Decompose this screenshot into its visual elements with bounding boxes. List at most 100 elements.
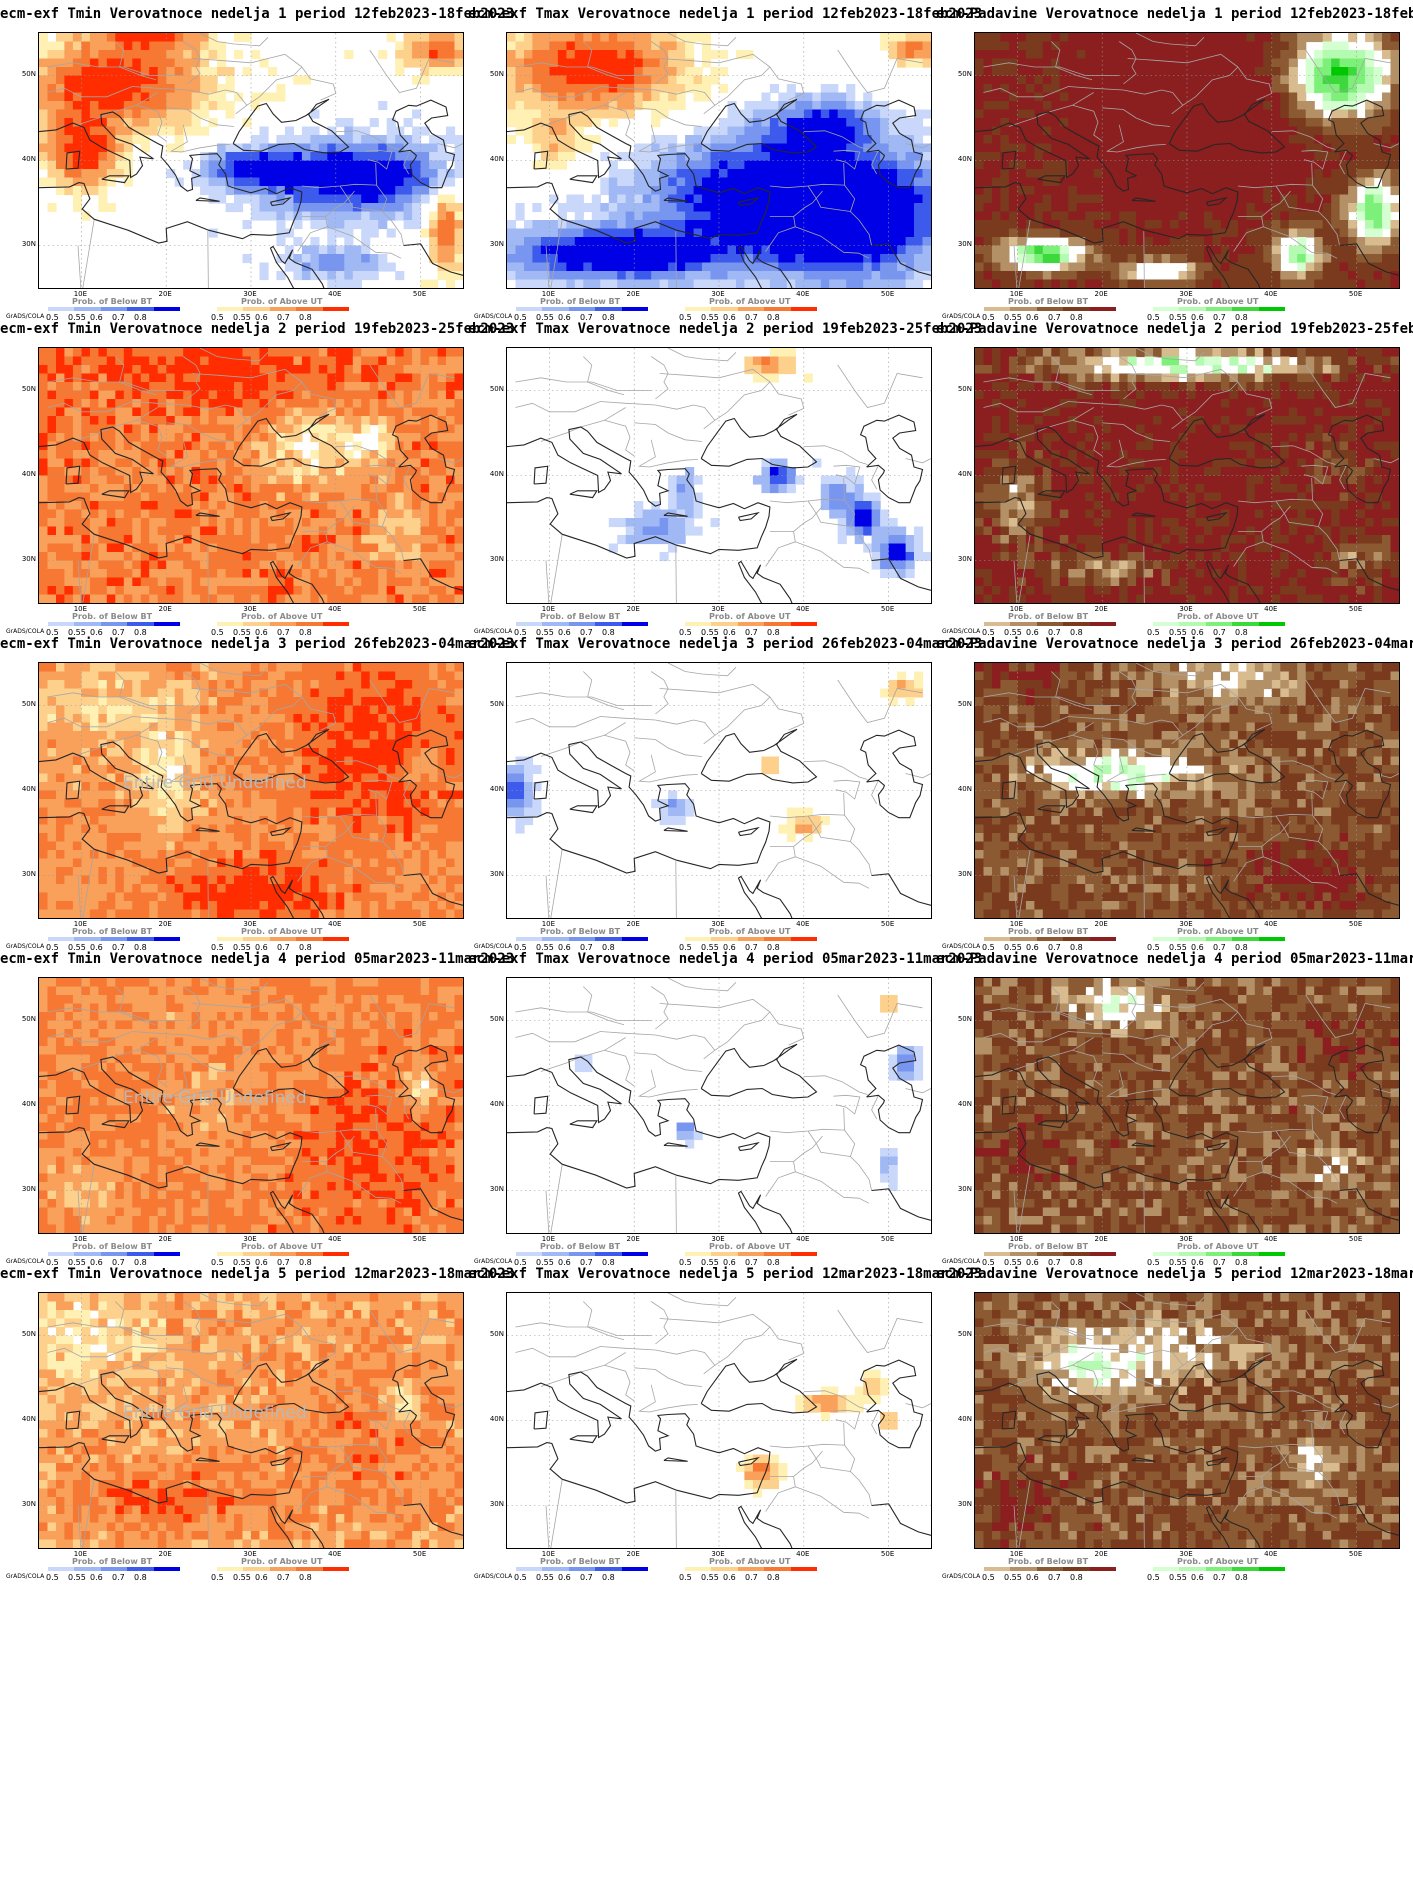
map-panel-prec-week-4: ecm-Padavine Verovatnoce nedelja 4 perio… [936, 951, 1413, 1267]
colorbar-label: 0.8 [767, 1573, 780, 1582]
colorbar-swatch [764, 307, 791, 311]
colorbar-title: Prob. of Above UT [241, 297, 323, 306]
colorbar-title: Prob. of Below BT [540, 1242, 621, 1251]
colorbar-swatch [1179, 1567, 1206, 1571]
lon-tick-label: 10E [541, 290, 556, 298]
lon-tick-label: 20E [1094, 1235, 1108, 1243]
colorbar-title: Prob. of Above UT [709, 297, 791, 306]
lon-tick-label: 50E [880, 920, 895, 928]
colorbar-label: 0.6 [255, 943, 268, 952]
lon-tick-label: 20E [626, 1235, 640, 1243]
colorbar-above: Prob. of Above UT 0.5 0.55 0.6 0.7 0.8 [679, 612, 821, 638]
graticule [39, 33, 463, 288]
colorbar-swatch [595, 1567, 622, 1571]
colorbar-swatch [1179, 937, 1206, 941]
colorbar-swatch [1153, 937, 1180, 941]
colorbar-swatch [737, 937, 765, 941]
map-area [974, 32, 1400, 289]
map-canvas [975, 1293, 1399, 1548]
colorbar-label: 0.55 [536, 1258, 554, 1267]
colorbar-label: 0.55 [68, 313, 86, 322]
colorbar-label: 0.7 [112, 1573, 125, 1582]
colorbar-swatch [1010, 307, 1037, 311]
colorbar-label: 0.8 [602, 943, 615, 952]
colorbar-label: 0.7 [580, 1573, 593, 1582]
lon-tick-label: 50E [1348, 290, 1363, 298]
lat-tick-label: 30N [489, 239, 504, 248]
colorbar-label: 0.8 [1235, 1258, 1248, 1267]
lon-tick-label: 50E [1348, 920, 1363, 928]
colorbar-label: 0.7 [1213, 628, 1226, 637]
colorbar-swatches [516, 1567, 649, 1571]
lat-tick-label: 50N [957, 699, 972, 708]
colorbar-label: 0.6 [723, 628, 736, 637]
colorbar-below: Prob. of Below BT 0.5 0.55 0.6 0.7 0.8 [980, 612, 1120, 638]
colorbar-swatch [296, 1252, 323, 1256]
colorbar-title: Prob. of Below BT [72, 1557, 153, 1566]
graticule [975, 33, 1399, 288]
colorbar-swatch [269, 307, 297, 311]
lat-tick-label: 50N [489, 699, 504, 708]
coastlines [507, 98, 931, 288]
colorbar-swatch [568, 937, 596, 941]
graticule [39, 1293, 463, 1548]
colorbar-swatch [269, 622, 297, 626]
lon-tick-label: 10E [541, 1235, 556, 1243]
colorbar-label: 0.8 [134, 1573, 147, 1582]
colorbar-label: 0.7 [277, 313, 290, 322]
colorbar-swatch [790, 937, 818, 941]
colorbar-above: Prob. of Above UT 0.5 0.55 0.6 0.7 0.8 [1147, 1557, 1289, 1583]
colorbar-swatches [984, 1252, 1117, 1256]
probability-cells [39, 33, 463, 288]
colorbar-swatch [685, 1252, 712, 1256]
colorbar-swatch [243, 1252, 270, 1256]
colorbar-label: 0.55 [1004, 628, 1022, 637]
colorbar-swatches [48, 622, 181, 626]
lon-tick-label: 50E [412, 605, 427, 613]
colorbar-label: 0.5 [982, 1258, 995, 1267]
colorbar-swatches [217, 937, 350, 941]
colorbar-label: 0.7 [745, 1573, 758, 1582]
probability-cells [507, 671, 924, 843]
colorbar-label: 0.55 [68, 1258, 86, 1267]
colorbar-swatch [1205, 1567, 1233, 1571]
colorbar-swatch [516, 937, 543, 941]
colorbar-swatches [217, 1252, 350, 1256]
colorbar-swatch [127, 1567, 154, 1571]
colorbar-label: 0.55 [68, 943, 86, 952]
map-canvas [507, 1293, 931, 1548]
map-panel-tmin-week-4: ecm-exf Tmin Verovatnoce nedelja 4 perio… [0, 951, 514, 1267]
lon-tick-label: 30E [1179, 920, 1193, 928]
lon-tick-label: 40E [328, 1550, 342, 1558]
colorbar-label: 0.7 [1213, 943, 1226, 952]
colorbar-label: 0.6 [1026, 628, 1039, 637]
colorbar-title: Prob. of Above UT [241, 612, 323, 621]
grads-credit: GrADS/COLA [6, 943, 45, 950]
colorbar-swatch [100, 622, 128, 626]
lat-tick-label: 50N [21, 69, 36, 78]
graticule [507, 663, 931, 918]
colorbar-label: 0.7 [580, 628, 593, 637]
colorbar-label: 0.8 [1070, 1258, 1083, 1267]
map-area [506, 1292, 932, 1549]
colorbar-title: Prob. of Above UT [1177, 927, 1259, 936]
colorbar-label: 0.6 [90, 1258, 103, 1267]
coastlines [39, 1043, 463, 1233]
colorbar-swatch [1089, 937, 1117, 941]
probability-cells [975, 663, 1399, 918]
colorbar-label: 0.55 [68, 1573, 86, 1582]
colorbar-above: Prob. of Above UT 0.5 0.55 0.6 0.7 0.8 [211, 927, 353, 953]
coastlines [507, 1043, 931, 1233]
colorbar-swatches [984, 937, 1117, 941]
lat-tick-label: 40N [489, 1099, 504, 1108]
country-borders [515, 663, 931, 918]
map-canvas [507, 978, 931, 1233]
colorbar-swatch [1063, 307, 1090, 311]
colorbar-label: 0.55 [536, 943, 554, 952]
colorbar-above: Prob. of Above UT 0.5 0.55 0.6 0.7 0.8 [211, 1557, 353, 1583]
lon-tick-label: 40E [1264, 1235, 1278, 1243]
colorbar-swatch [1179, 1252, 1206, 1256]
colorbar-label: 0.55 [233, 628, 251, 637]
map-canvas [39, 978, 463, 1233]
country-borders [983, 348, 1399, 603]
